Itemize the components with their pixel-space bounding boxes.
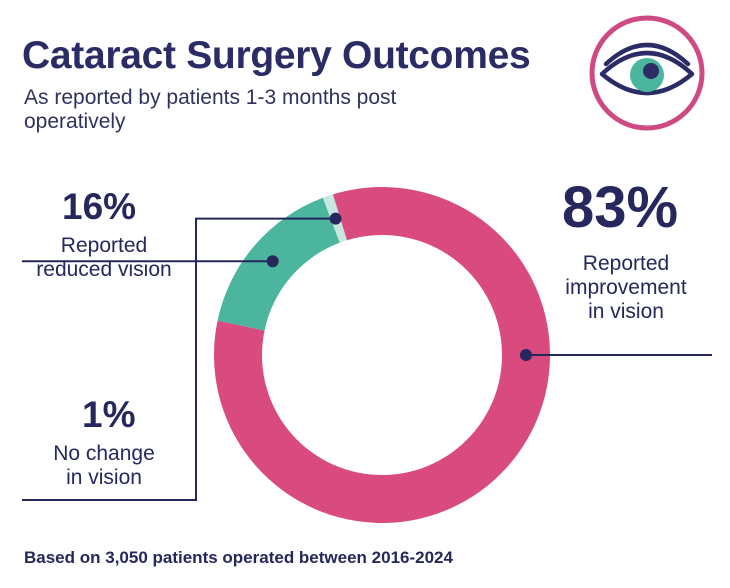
label-no-change-line-1: No change xyxy=(53,442,155,465)
label-improvement-line-3: in vision xyxy=(588,300,664,323)
leader-dot-no-change xyxy=(329,212,342,225)
donut-slices xyxy=(213,187,550,523)
label-improvement-line-2: improvement xyxy=(565,276,687,299)
leader-dot-improvement xyxy=(520,349,532,361)
leader-line-no-change xyxy=(22,217,336,501)
leader-lines xyxy=(22,212,712,501)
label-reduced-line-2: reduced vision xyxy=(36,258,172,281)
label-no-change-value: 1% xyxy=(82,394,136,435)
page-title: Cataract Surgery Outcomes xyxy=(22,34,531,77)
leader-dot-reduced xyxy=(266,255,279,268)
subtitle: As reported by patients 1-3 months post … xyxy=(24,86,397,133)
label-improvement-line-1: Reported xyxy=(582,252,670,275)
label-improvement-value: 83% xyxy=(562,175,679,240)
footnote: Based on 3,050 patients operated between… xyxy=(24,548,453,567)
label-reduced-value: 16% xyxy=(62,186,137,227)
label-no-change-line-2: in vision xyxy=(66,466,142,489)
slice-reduced xyxy=(217,197,340,331)
eye-icon xyxy=(589,15,705,131)
label-reduced-line-1: Reported xyxy=(60,234,148,257)
